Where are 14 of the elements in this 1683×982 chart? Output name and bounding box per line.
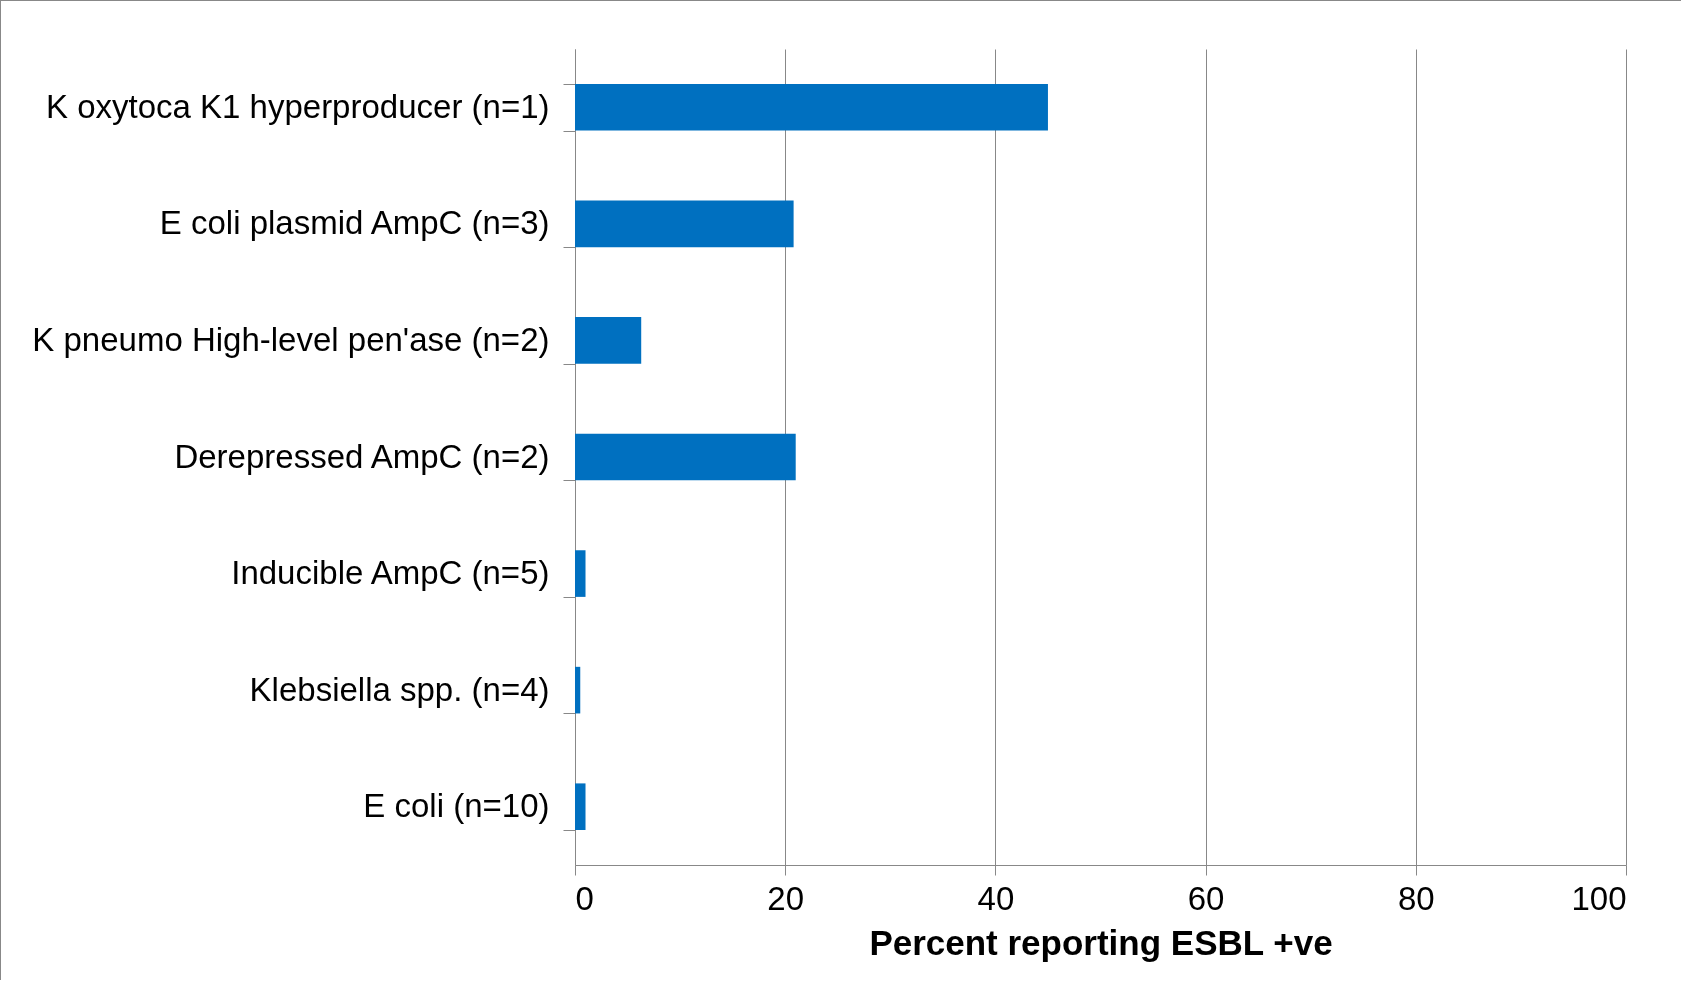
y-tick-label: Inducible AmpC (n=5)	[231, 554, 550, 592]
x-tick-label: 0	[575, 879, 594, 917]
y-tick-label: K pneumo High-level pen'ase (n=2)	[32, 320, 550, 358]
x-tick-label: 20	[767, 879, 805, 917]
y-tick-label: E coli plasmid AmpC (n=3)	[159, 204, 550, 242]
x-tick-label: 60	[1187, 879, 1225, 917]
x-tick-label: 80	[1397, 879, 1435, 917]
x-tick-label: 100	[1571, 879, 1627, 917]
y-tick-label: E coli (n=10)	[363, 787, 550, 825]
y-tick-label: K oxytoca K1 hyperproducer (n=1)	[45, 87, 550, 125]
x-tick-label: 40	[977, 879, 1015, 917]
y-tick-label: Derepressed AmpC (n=2)	[174, 437, 550, 475]
x-axis-title: Percent reporting ESBL +ve	[869, 922, 1333, 962]
y-tick-label: Klebsiella spp. (n=4)	[249, 670, 550, 708]
